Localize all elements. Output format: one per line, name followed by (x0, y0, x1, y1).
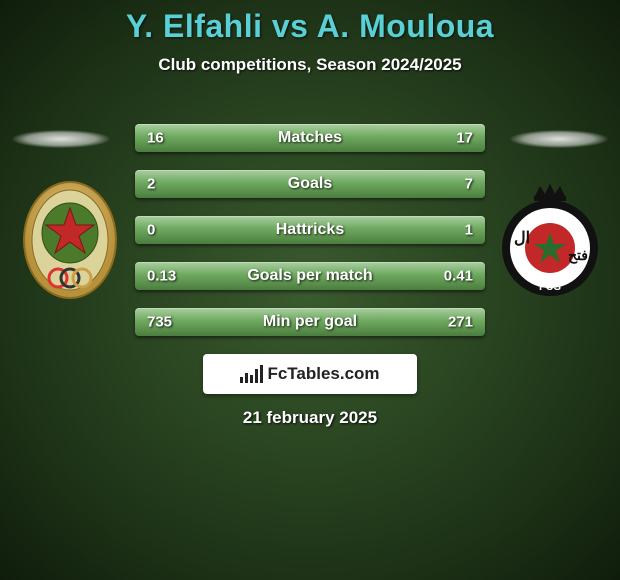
stat-right-value: 17 (456, 130, 473, 147)
team-crest-right: ال فتح FUS (500, 178, 600, 308)
stat-label: Matches (278, 129, 342, 147)
svg-text:فتح: فتح (568, 247, 588, 264)
stat-label: Goals (288, 175, 332, 193)
stat-right-value: 0.41 (444, 268, 473, 285)
crest-right-subtext: FUS (539, 281, 561, 293)
stat-label: Goals per match (247, 267, 372, 285)
crest-shadow-right (510, 130, 608, 148)
brand-text: FcTables.com (267, 364, 379, 384)
team-crest-left (20, 178, 120, 308)
stat-right-value: 1 (465, 222, 473, 239)
bar-chart-icon (240, 365, 263, 383)
stat-left-value: 0.13 (147, 268, 176, 285)
date-text: 21 february 2025 (0, 408, 620, 428)
stat-right-value: 7 (465, 176, 473, 193)
stat-right-value: 271 (448, 314, 473, 331)
stat-left-value: 2 (147, 176, 155, 193)
crest-shadow-left (12, 130, 110, 148)
subtitle: Club competitions, Season 2024/2025 (0, 55, 620, 75)
stat-left-value: 735 (147, 314, 172, 331)
svg-text:ال: ال (514, 230, 530, 247)
page-title: Y. Elfahli vs A. Mouloua (0, 0, 620, 45)
stat-row: 0 Hattricks 1 (135, 216, 485, 244)
stat-row: 16 Matches 17 (135, 124, 485, 152)
stat-left-value: 16 (147, 130, 164, 147)
stat-label: Min per goal (263, 313, 357, 331)
stat-row: 0.13 Goals per match 0.41 (135, 262, 485, 290)
content-wrap: Y. Elfahli vs A. Mouloua Club competitio… (0, 0, 620, 580)
stat-left-value: 0 (147, 222, 155, 239)
stat-label: Hattricks (276, 221, 344, 239)
stat-row: 2 Goals 7 (135, 170, 485, 198)
stats-block: 16 Matches 17 2 Goals 7 0 Hattricks 1 0.… (135, 124, 485, 354)
brand-badge: FcTables.com (203, 354, 417, 394)
stat-row: 735 Min per goal 271 (135, 308, 485, 336)
